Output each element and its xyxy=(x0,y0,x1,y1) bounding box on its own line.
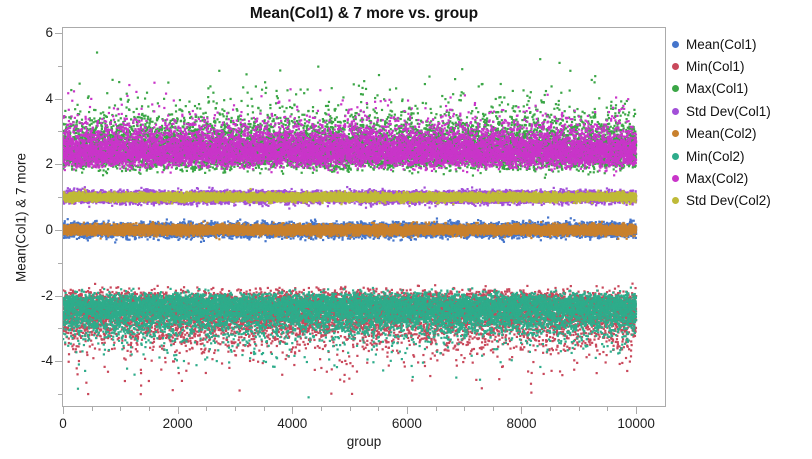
y-tick-mark xyxy=(55,361,62,363)
legend-item-max-col2[interactable]: Max(Col2) xyxy=(672,167,771,189)
x-minor-tick-mark xyxy=(578,407,580,411)
x-minor-tick-mark xyxy=(349,407,351,411)
legend-item-min-col2[interactable]: Min(Col2) xyxy=(672,145,771,167)
x-tick-mark xyxy=(636,407,638,414)
legend-item-label: Std Dev(Col1) xyxy=(686,103,771,119)
x-tick-label: 4000 xyxy=(277,416,308,431)
legend-item-label: Min(Col1) xyxy=(686,59,745,75)
x-minor-tick-mark xyxy=(234,407,236,411)
x-minor-tick-mark xyxy=(492,407,494,411)
x-minor-tick-mark xyxy=(91,407,93,411)
x-minor-tick-mark xyxy=(263,407,265,411)
legend-item-label: Std Dev(Col2) xyxy=(686,193,771,209)
x-minor-tick-mark xyxy=(435,407,437,411)
y-minor-tick-mark xyxy=(58,394,62,396)
legend-item-std-dev-col2[interactable]: Std Dev(Col2) xyxy=(672,190,771,212)
y-tick-label: 4 xyxy=(45,90,53,106)
y-tick-label: -4 xyxy=(40,353,53,369)
y-tick-mark xyxy=(55,32,62,34)
legend-marker-icon xyxy=(672,197,679,205)
x-tick-label: 8000 xyxy=(506,416,537,431)
x-minor-tick-mark xyxy=(206,407,208,411)
y-tick-mark xyxy=(55,98,62,100)
x-tick-label: 6000 xyxy=(391,416,422,431)
x-tick-mark xyxy=(406,407,408,414)
legend-item-mean-col2[interactable]: Mean(Col2) xyxy=(672,123,771,145)
legend-item-max-col1[interactable]: Max(Col1) xyxy=(672,78,771,100)
chart-title: Mean(Col1) & 7 more vs. group xyxy=(249,5,479,22)
y-tick-label: 6 xyxy=(45,24,53,40)
x-minor-tick-mark xyxy=(378,407,380,411)
legend-marker-icon xyxy=(672,85,679,93)
x-tick-label: 2000 xyxy=(162,416,193,431)
x-tick-label: 0 xyxy=(59,416,67,431)
legend-item-label: Mean(Col2) xyxy=(686,126,757,142)
x-tick-mark xyxy=(521,407,523,414)
x-minor-tick-mark xyxy=(550,407,552,411)
legend-item-mean-col1[interactable]: Mean(Col1) xyxy=(672,33,771,55)
y-minor-tick-mark xyxy=(58,131,62,133)
legend-item-label: Mean(Col1) xyxy=(686,36,757,52)
x-minor-tick-mark xyxy=(320,407,322,411)
legend-marker-icon xyxy=(672,130,679,138)
x-minor-tick-mark xyxy=(120,407,122,411)
legend-item-label: Max(Col2) xyxy=(686,171,749,187)
y-minor-tick-mark xyxy=(58,328,62,330)
y-tick-mark xyxy=(55,164,62,166)
x-tick-mark xyxy=(177,407,179,414)
legend-marker-icon xyxy=(672,107,679,115)
legend-item-label: Min(Col2) xyxy=(686,148,745,164)
y-tick-label: -2 xyxy=(40,287,53,303)
y-tick-mark xyxy=(55,295,62,297)
y-tick-label: 2 xyxy=(45,156,53,172)
x-minor-tick-mark xyxy=(148,407,150,411)
legend-marker-icon xyxy=(672,175,679,183)
legend-marker-icon xyxy=(672,40,679,48)
legend-marker-icon xyxy=(672,63,679,71)
y-tick-label: 0 xyxy=(45,221,53,237)
legend-marker-icon xyxy=(672,152,679,160)
x-tick-mark xyxy=(63,407,64,414)
legend-item-min-col1[interactable]: Min(Col1) xyxy=(672,55,771,77)
x-minor-tick-mark xyxy=(464,407,466,411)
legend-item-label: Max(Col1) xyxy=(686,81,749,97)
x-minor-tick-mark xyxy=(607,407,609,411)
x-tick-label: 10000 xyxy=(617,416,655,431)
x-tick-mark xyxy=(292,407,294,414)
y-minor-tick-mark xyxy=(58,197,62,199)
x-axis-label: group xyxy=(346,434,382,449)
plot-area xyxy=(62,27,666,407)
y-tick-mark xyxy=(55,229,62,231)
legend-item-std-dev-col1[interactable]: Std Dev(Col1) xyxy=(672,100,771,122)
y-minor-tick-mark xyxy=(58,262,62,264)
legend: Mean(Col1) Min(Col1) Max(Col1) Std Dev(Col1… xyxy=(672,33,771,212)
scatter-canvas[interactable] xyxy=(63,28,665,406)
y-minor-tick-mark xyxy=(58,65,62,67)
